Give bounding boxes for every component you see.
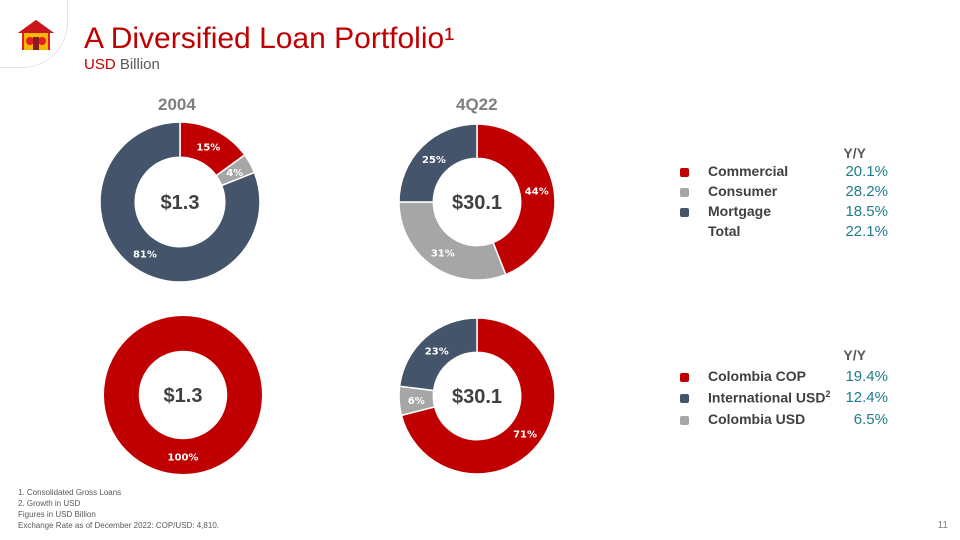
legend-label: Colombia COP (708, 368, 807, 384)
donut-slice-colombia-cop (104, 316, 262, 474)
legend-yy-header: Y/Y (843, 145, 866, 161)
legend-label: Mortgage (708, 203, 771, 219)
footnote-line: Figures in USD Billion (18, 510, 96, 519)
column-title-2004: 2004 (158, 95, 196, 114)
legend-yy-header: Y/Y (843, 347, 866, 363)
footnote-line: Exchange Rate as of December 2022: COP/U… (18, 521, 219, 530)
legend-growth-value: 22.1% (845, 223, 888, 240)
donut-slice-label: 100% (168, 453, 199, 464)
donut-center-total: $1.3 (164, 385, 203, 407)
column-title-4q22: 4Q22 (456, 95, 498, 114)
legend-item-colombia-cop: Colombia COP 19.4% (680, 368, 890, 388)
legend-growth-value: 6.5% (853, 411, 888, 428)
donut-slice-label: 15% (196, 142, 220, 153)
legend-swatch (680, 188, 689, 197)
donut-slice-label: 71% (513, 429, 537, 440)
legend-growth-value: 28.2% (845, 183, 888, 200)
legend-swatch (680, 208, 689, 217)
legend-growth-value: 19.4% (845, 368, 888, 385)
legend-label: International USD2 (708, 389, 830, 406)
legend-swatch (680, 416, 689, 425)
legend-item-mortgage: Mortgage 18.5% (680, 203, 890, 223)
legend-swatch (680, 168, 689, 177)
subtitle-unit: Billion (115, 56, 160, 73)
donut-chart-4q22-currency: 71% 6% 23% $30.1 (398, 317, 556, 475)
donut-slice-consumer (398, 201, 507, 281)
donut-center-total: $30.1 (452, 192, 502, 214)
legend-growth-value: 20.1% (845, 163, 888, 180)
page-number: 11 (937, 520, 948, 531)
legend-label: Commercial (708, 163, 789, 179)
page-title: A Diversified Loan Portfolio¹ (84, 22, 455, 55)
donut-slice-international-usd (398, 317, 478, 392)
subtitle-currency: USD (84, 56, 116, 73)
legend-item-commercial: Commercial 20.1% (680, 163, 890, 183)
donut-slice-commercial (476, 123, 556, 276)
donut-slice-label: 4% (226, 168, 243, 179)
legend-label: Colombia USD (708, 411, 806, 427)
donut-chart-2004-currency: 0%100%$1.3 (104, 316, 262, 474)
donut-chart-4q22-segment: 44% 31% 25% $30.1 (398, 123, 556, 281)
legend-swatch (680, 373, 689, 382)
donut-slice-label: 6% (408, 396, 425, 407)
donut-slice-mortgage (99, 121, 261, 283)
donut-center-total: $30.1 (452, 386, 502, 408)
donut-slice-mortgage (398, 123, 478, 203)
legend-label: Total (708, 223, 741, 239)
donut-center-total: $1.3 (161, 192, 200, 214)
legend-item-consumer: Consumer 28.2% (680, 183, 890, 203)
donut-slice-label: 44% (525, 187, 549, 198)
legend-swatch (680, 394, 689, 403)
legend-currency: Y/Y Colombia COP 19.4% International USD… (680, 347, 890, 433)
page-subtitle: USD Billion (84, 56, 160, 73)
footnote-marker: 2 (825, 389, 831, 399)
legend-label: Consumer (708, 183, 778, 199)
legend-growth-value: 18.5% (845, 203, 888, 220)
logo-house-icon (18, 20, 54, 50)
donut-slice-label: 25% (422, 155, 446, 166)
donut-slice-label: 23% (425, 346, 449, 357)
legend-item-international-usd: International USD2 12.4% (680, 389, 890, 409)
logo-area (0, 0, 68, 68)
legend-item-total: Total 22.1% (680, 223, 890, 243)
donut-chart-2004-segment: 15% 4% 81% $1.3 (99, 121, 261, 283)
donut-slice-colombia-cop (400, 317, 556, 475)
footnote-line: 2. Growth in USD (18, 499, 81, 508)
legend-growth-value: 12.4% (845, 389, 888, 406)
donut-slice-label: 81% (133, 250, 157, 261)
footnotes: 1. Consolidated Gross Loans 2. Growth in… (18, 487, 219, 531)
legend-item-colombia-usd: Colombia USD 6.5% (680, 411, 890, 431)
legend-segment: Y/Y Commercial 20.1% Consumer 28.2% Mort… (680, 145, 890, 245)
footnote-line: 1. Consolidated Gross Loans (18, 488, 122, 497)
donut-slice-label: 31% (431, 248, 455, 259)
legend-label-text: International USD (708, 389, 826, 406)
